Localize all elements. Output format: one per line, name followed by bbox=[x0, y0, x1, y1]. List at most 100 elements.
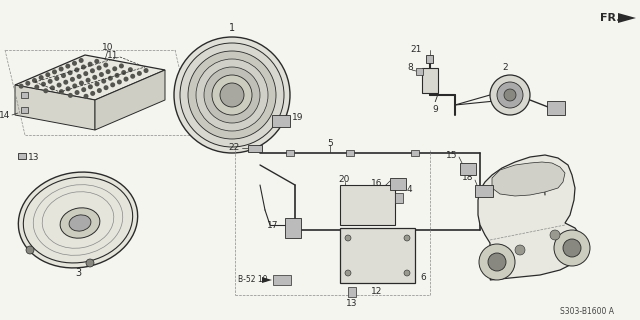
Bar bbox=[346, 150, 354, 156]
Circle shape bbox=[94, 59, 99, 64]
Circle shape bbox=[86, 259, 94, 267]
Bar bbox=[340, 185, 395, 225]
Circle shape bbox=[45, 72, 51, 77]
Polygon shape bbox=[618, 13, 636, 23]
Text: 5: 5 bbox=[327, 139, 333, 148]
Circle shape bbox=[119, 63, 124, 68]
Circle shape bbox=[563, 239, 581, 257]
Circle shape bbox=[220, 83, 244, 107]
Circle shape bbox=[77, 74, 82, 79]
Circle shape bbox=[180, 43, 284, 147]
Circle shape bbox=[115, 73, 120, 78]
Circle shape bbox=[65, 86, 70, 91]
Bar bbox=[348, 287, 356, 297]
Circle shape bbox=[196, 59, 268, 131]
Bar bbox=[416, 68, 423, 75]
Bar bbox=[285, 218, 301, 238]
Circle shape bbox=[97, 88, 102, 93]
Circle shape bbox=[54, 76, 60, 81]
Circle shape bbox=[97, 65, 102, 70]
Bar bbox=[411, 150, 419, 156]
Circle shape bbox=[26, 246, 34, 254]
Bar bbox=[340, 228, 415, 283]
Circle shape bbox=[112, 66, 117, 71]
Circle shape bbox=[70, 77, 75, 82]
Bar bbox=[426, 55, 433, 63]
Text: FR.: FR. bbox=[600, 13, 621, 23]
Text: 2: 2 bbox=[502, 62, 508, 71]
Circle shape bbox=[52, 69, 57, 74]
Circle shape bbox=[56, 83, 61, 88]
Circle shape bbox=[19, 84, 24, 89]
Circle shape bbox=[404, 270, 410, 276]
Circle shape bbox=[92, 75, 97, 80]
Circle shape bbox=[83, 71, 88, 76]
Circle shape bbox=[515, 245, 525, 255]
Circle shape bbox=[174, 37, 290, 153]
Text: 10: 10 bbox=[102, 44, 114, 52]
Circle shape bbox=[128, 67, 133, 72]
Text: 7: 7 bbox=[432, 95, 438, 105]
Circle shape bbox=[79, 58, 84, 63]
Circle shape bbox=[345, 270, 351, 276]
Text: 21: 21 bbox=[411, 45, 422, 54]
Circle shape bbox=[554, 230, 590, 266]
Circle shape bbox=[95, 82, 100, 86]
Ellipse shape bbox=[19, 172, 138, 268]
Circle shape bbox=[72, 61, 77, 66]
Bar bbox=[273, 275, 291, 285]
Circle shape bbox=[143, 68, 148, 73]
Circle shape bbox=[88, 62, 93, 67]
Circle shape bbox=[106, 69, 111, 74]
Text: 8: 8 bbox=[407, 63, 413, 73]
Circle shape bbox=[72, 84, 77, 88]
Circle shape bbox=[44, 88, 48, 93]
Text: 3: 3 bbox=[75, 268, 81, 278]
Circle shape bbox=[204, 67, 260, 123]
Text: 13: 13 bbox=[346, 299, 358, 308]
Circle shape bbox=[68, 93, 73, 98]
Circle shape bbox=[103, 62, 108, 68]
Circle shape bbox=[86, 78, 91, 83]
Circle shape bbox=[81, 87, 86, 92]
Circle shape bbox=[88, 84, 93, 89]
Text: 22: 22 bbox=[228, 143, 240, 153]
Circle shape bbox=[345, 235, 351, 241]
Ellipse shape bbox=[60, 208, 100, 238]
Text: S303-B1600 A: S303-B1600 A bbox=[560, 308, 614, 316]
Text: 14: 14 bbox=[0, 110, 10, 119]
Circle shape bbox=[404, 235, 410, 241]
Bar bbox=[460, 163, 476, 175]
Bar bbox=[395, 193, 403, 203]
Circle shape bbox=[104, 85, 109, 90]
Text: 12: 12 bbox=[371, 286, 383, 295]
Text: 4: 4 bbox=[407, 186, 413, 195]
Circle shape bbox=[110, 82, 115, 87]
Circle shape bbox=[50, 85, 55, 91]
Bar bbox=[547, 101, 565, 115]
Circle shape bbox=[74, 68, 79, 72]
Circle shape bbox=[35, 84, 39, 90]
Text: 13: 13 bbox=[28, 153, 40, 162]
Circle shape bbox=[99, 72, 104, 77]
Bar bbox=[286, 150, 294, 156]
Circle shape bbox=[124, 76, 129, 82]
Circle shape bbox=[59, 67, 63, 71]
Polygon shape bbox=[15, 55, 165, 100]
Polygon shape bbox=[15, 85, 95, 130]
Ellipse shape bbox=[69, 215, 91, 231]
Circle shape bbox=[550, 230, 560, 240]
Text: 16: 16 bbox=[371, 179, 382, 188]
Circle shape bbox=[479, 244, 515, 280]
Circle shape bbox=[488, 253, 506, 271]
Circle shape bbox=[26, 81, 30, 86]
Circle shape bbox=[79, 81, 84, 85]
Circle shape bbox=[59, 89, 64, 94]
Circle shape bbox=[38, 75, 44, 80]
Circle shape bbox=[108, 76, 113, 81]
Circle shape bbox=[65, 64, 70, 69]
Circle shape bbox=[68, 70, 72, 75]
Circle shape bbox=[212, 75, 252, 115]
Bar bbox=[272, 115, 290, 127]
Circle shape bbox=[101, 79, 106, 84]
